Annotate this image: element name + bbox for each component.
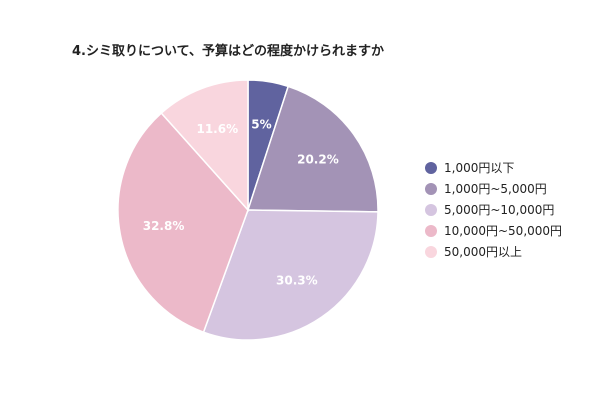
legend-item: 1,000円以下 xyxy=(425,157,562,178)
legend-item: 5,000円~10,000円 xyxy=(425,199,562,220)
slice-value-label: 11.6% xyxy=(196,122,238,136)
chart-legend: 1,000円以下 1,000円~5,000円 5,000円~10,000円 10,00… xyxy=(425,157,562,262)
legend-label: 10,000円~50,000円 xyxy=(444,224,563,238)
legend-label: 1,000円~5,000円 xyxy=(444,182,547,196)
legend-swatch xyxy=(425,224,437,237)
legend-item: 50,000円以上 xyxy=(425,241,562,262)
pie-slice xyxy=(117,112,249,334)
slice-value-label: 32.8% xyxy=(143,219,185,233)
legend-item: 1,000円~5,000円 xyxy=(425,178,562,199)
slice-value-label: 30.3% xyxy=(276,273,318,287)
chart-title: 4.シミ取りについて、予算はどの程度かけられますか xyxy=(72,44,384,59)
legend-label: 5,000円~10,000円 xyxy=(444,203,555,217)
pie-slice xyxy=(246,85,379,213)
legend-swatch xyxy=(425,245,437,258)
legend-swatch xyxy=(425,182,437,195)
slice-value-label: 20.2% xyxy=(297,152,339,166)
legend-swatch xyxy=(425,203,437,216)
slice-value-label: 5% xyxy=(251,118,271,132)
legend-label: 50,000円以上 xyxy=(444,245,522,259)
legend-item: 10,000円~50,000円 xyxy=(425,220,562,241)
pie-slice xyxy=(202,209,379,341)
legend-swatch xyxy=(425,161,437,174)
pie-slice xyxy=(160,79,249,212)
legend-label: 1,000円以下 xyxy=(444,161,515,175)
